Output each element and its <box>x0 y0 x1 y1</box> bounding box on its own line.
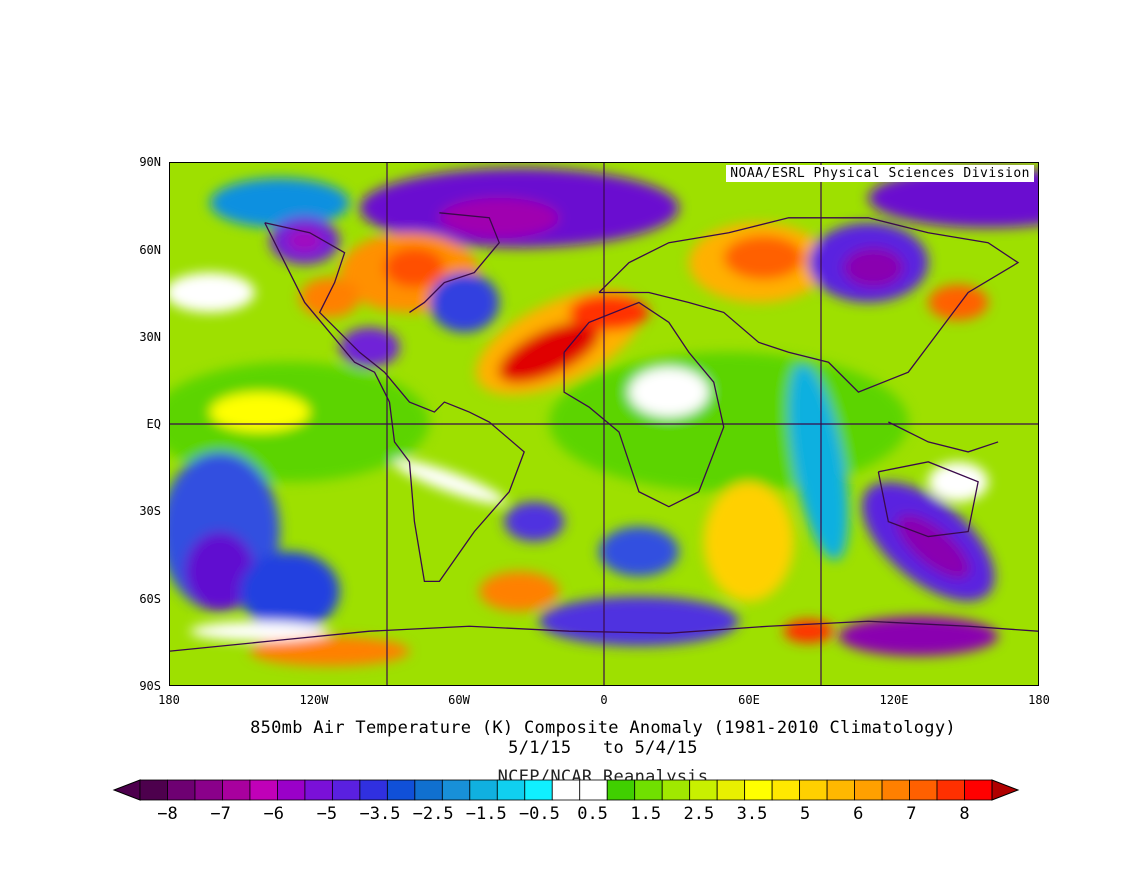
colorbar-swatch <box>496 779 526 801</box>
colorbar-swatch <box>249 779 278 801</box>
anomaly-field <box>170 163 1038 685</box>
lon-label: 60W <box>448 693 470 707</box>
lon-label: 120E <box>879 693 909 707</box>
colorbar-tick-label: −0.5 <box>518 804 560 824</box>
colorbar-left-arrow <box>112 779 141 801</box>
colorbar-tick-label: −8 <box>157 804 178 824</box>
colorbar-tick-label: 0.5 <box>577 804 608 824</box>
colorbar-swatch <box>634 779 663 801</box>
colorbar-swatch <box>579 779 608 801</box>
lat-label: 30S <box>139 504 161 518</box>
colorbar-swatch <box>524 779 553 801</box>
colorbar-right-arrow <box>991 779 1020 801</box>
colorbar-swatch <box>359 779 388 801</box>
colorbar-tick-label: 6 <box>853 804 864 824</box>
colorbar-swatch <box>826 779 855 801</box>
colorbar-swatch <box>386 779 416 801</box>
colorbar-swatch <box>744 779 773 801</box>
colorbar-swatch <box>194 779 223 801</box>
colorbar-swatch <box>277 779 306 801</box>
colorbar-tick-label: 1.5 <box>630 804 662 824</box>
colorbar <box>112 779 1020 801</box>
anomaly-blobs <box>170 167 1038 667</box>
lon-label: 0 <box>600 693 608 707</box>
colorbar-swatch <box>964 779 993 801</box>
lat-label: 30N <box>139 330 161 344</box>
lon-label: 180 <box>158 693 180 707</box>
colorbar-swatch <box>551 779 581 801</box>
coastlines <box>170 212 1038 652</box>
map-date-range: 5/1/15 to 5/4/15 <box>508 738 698 758</box>
colorbar-swatch <box>689 779 718 801</box>
colorbar-tick-label: 8 <box>959 804 970 824</box>
lon-label: 120W <box>299 693 329 707</box>
colorbar-swatch <box>222 779 251 801</box>
map-title: 850mb Air Temperature (K) Composite Anom… <box>250 718 956 738</box>
colorbar-swatch <box>936 779 965 801</box>
colorbar-tick-label: −3.5 <box>359 804 401 824</box>
lat-label: 60N <box>139 243 161 257</box>
lon-label: 60E <box>738 693 760 707</box>
colorbar-swatch <box>881 779 910 801</box>
colorbar-swatch <box>661 779 691 801</box>
lat-label: 90N <box>139 155 161 169</box>
colorbar-swatch <box>909 779 938 801</box>
colorbar-swatch <box>771 779 801 801</box>
colorbar-tick-label: 5 <box>799 804 811 824</box>
colorbar-tick-label: −7 <box>210 804 231 824</box>
lon-label: 180 <box>1028 693 1050 707</box>
lat-label: 90S <box>139 679 161 693</box>
colorbar-swatch <box>799 779 828 801</box>
colorbar-swatch <box>167 779 196 801</box>
colorbar-swatch <box>716 779 746 801</box>
colorbar-tick-label: −1.5 <box>465 804 507 824</box>
colorbar-swatch <box>469 779 498 801</box>
lat-label: 60S <box>139 592 161 606</box>
colorbar-swatch <box>139 779 168 801</box>
colorbar-swatch <box>606 779 636 801</box>
colorbar-swatch <box>304 779 333 801</box>
colorbar-swatch <box>854 779 883 801</box>
colorbar-swatch <box>331 779 361 801</box>
lat-label: EQ <box>146 417 161 431</box>
colorbar-swatch <box>414 779 443 801</box>
colorbar-tick-label: 3.5 <box>736 804 768 824</box>
anomaly-map: NOAA/ESRL Physical Sciences Division <box>169 162 1039 686</box>
credit-label: NOAA/ESRL Physical Sciences Division <box>726 165 1034 182</box>
colorbar-tick-label: −2.5 <box>412 804 454 824</box>
colorbar-tick-label: 7 <box>906 804 917 824</box>
grid-lines <box>170 163 1038 685</box>
colorbar-tick-label: 2.5 <box>683 804 715 824</box>
colorbar-tick-label: −6 <box>263 804 284 824</box>
colorbar-swatch <box>441 779 471 801</box>
colorbar-tick-label: −5 <box>316 804 338 824</box>
